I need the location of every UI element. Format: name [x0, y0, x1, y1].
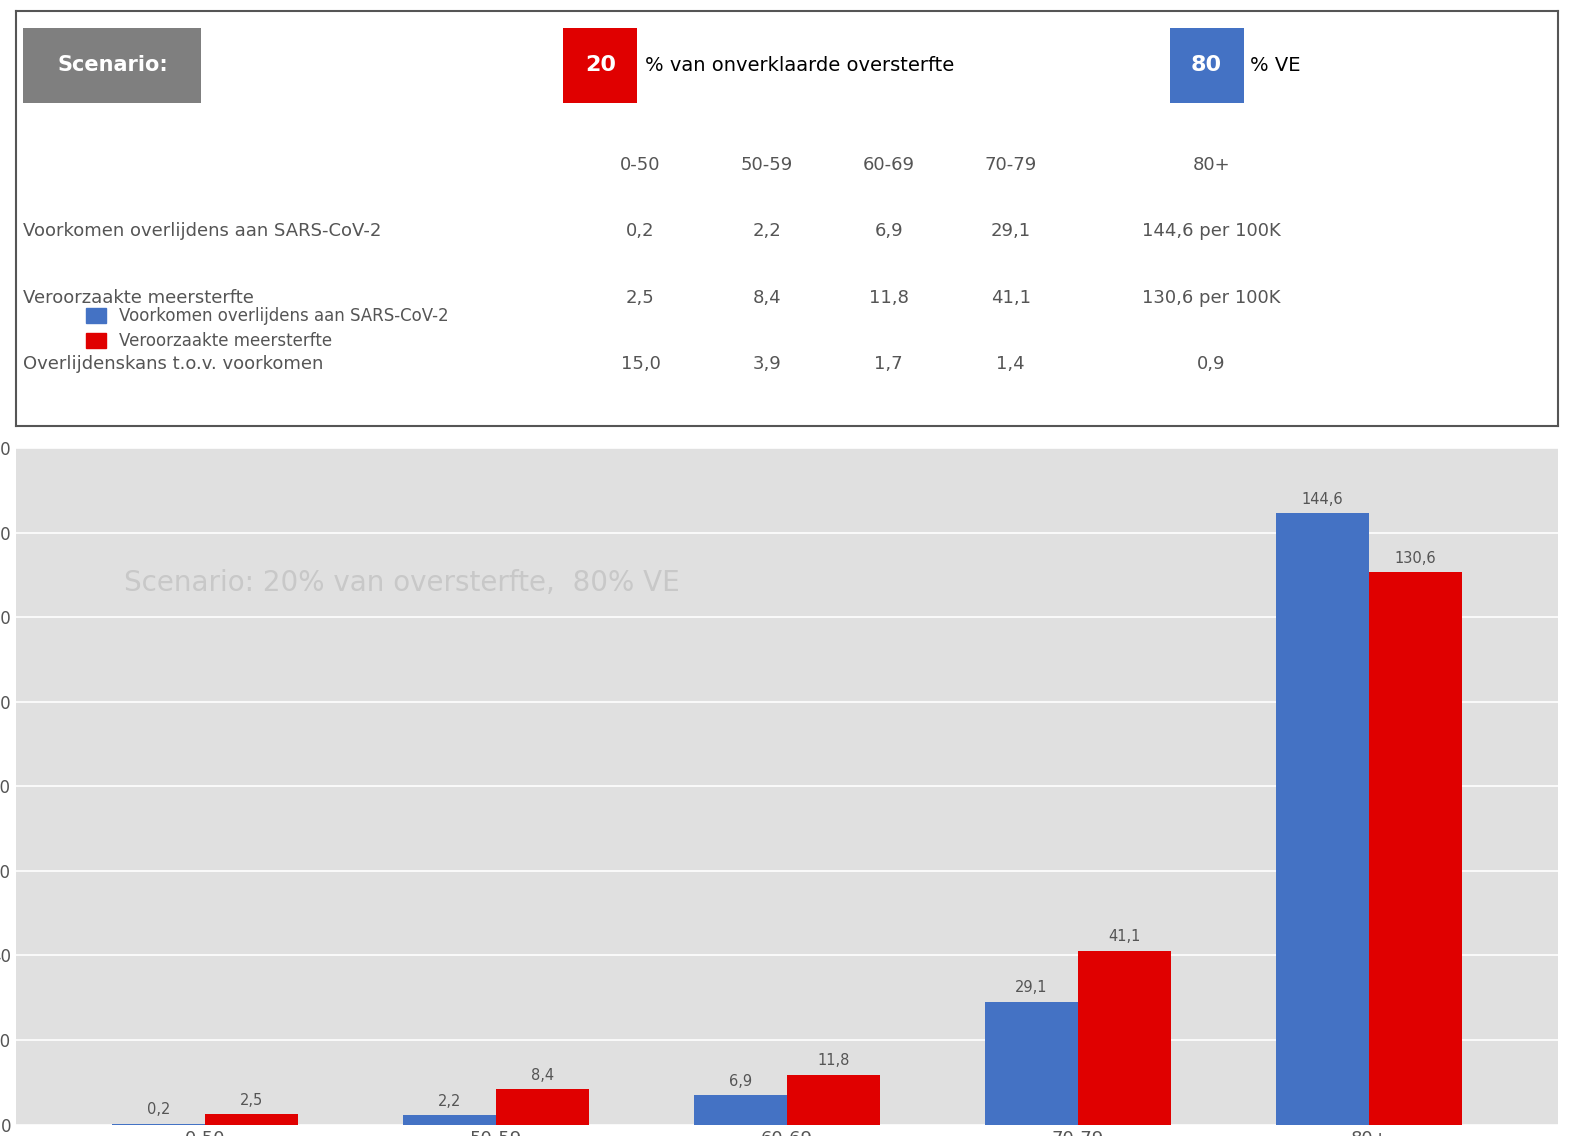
Text: 11,8: 11,8 — [817, 1053, 850, 1068]
Text: 0,2: 0,2 — [626, 223, 655, 240]
Bar — [496, 1089, 589, 1125]
Bar — [1078, 951, 1171, 1125]
Legend: Voorkomen overlijdens aan SARS-CoV-2, Veroorzaakte meersterfte: Voorkomen overlijdens aan SARS-CoV-2, Ve… — [85, 308, 449, 350]
FancyBboxPatch shape — [563, 28, 637, 102]
Text: 8,4: 8,4 — [530, 1068, 554, 1083]
FancyBboxPatch shape — [1169, 28, 1243, 102]
FancyBboxPatch shape — [24, 28, 201, 102]
Text: 6,9: 6,9 — [729, 1075, 752, 1089]
Text: Voorkomen overlijdens aan SARS-CoV-2: Voorkomen overlijdens aan SARS-CoV-2 — [24, 223, 382, 240]
Text: 144,6: 144,6 — [1302, 492, 1343, 507]
Text: 20: 20 — [586, 56, 615, 75]
Text: 11,8: 11,8 — [869, 289, 908, 307]
Text: 1,7: 1,7 — [875, 354, 903, 373]
Bar — [205, 1114, 297, 1125]
Bar — [787, 1075, 880, 1125]
Text: 2,2: 2,2 — [752, 223, 781, 240]
Text: 80: 80 — [1192, 56, 1221, 75]
Bar — [694, 1095, 787, 1125]
Text: 6,9: 6,9 — [875, 223, 903, 240]
Text: 70-79: 70-79 — [985, 156, 1037, 174]
Text: 60-69: 60-69 — [863, 156, 914, 174]
Text: 2,5: 2,5 — [626, 289, 655, 307]
Text: 0,9: 0,9 — [1196, 354, 1226, 373]
Text: % van onverklaarde oversterfte: % van onverklaarde oversterfte — [645, 56, 954, 75]
Text: 2,2: 2,2 — [438, 1094, 461, 1109]
Text: 80+: 80+ — [1193, 156, 1229, 174]
Text: 41,1: 41,1 — [990, 289, 1031, 307]
Text: Scenario: 20% van oversterfte,  80% VE: Scenario: 20% van oversterfte, 80% VE — [124, 569, 680, 598]
Text: 130,6 per 100K: 130,6 per 100K — [1143, 289, 1280, 307]
Text: 3,9: 3,9 — [752, 354, 781, 373]
Text: 0,2: 0,2 — [146, 1102, 170, 1118]
Bar — [403, 1116, 496, 1125]
Text: 8,4: 8,4 — [752, 289, 781, 307]
Text: 29,1: 29,1 — [1015, 980, 1048, 995]
Text: 41,1: 41,1 — [1108, 929, 1141, 944]
Text: 1,4: 1,4 — [996, 354, 1025, 373]
Bar — [1369, 573, 1462, 1125]
Text: Veroorzaakte meersterfte: Veroorzaakte meersterfte — [24, 289, 255, 307]
Text: 50-59: 50-59 — [741, 156, 793, 174]
Text: Scenario:: Scenario: — [58, 56, 168, 75]
Text: 29,1: 29,1 — [990, 223, 1031, 240]
Text: 130,6: 130,6 — [1395, 551, 1437, 566]
Bar — [1277, 513, 1369, 1125]
Text: % VE: % VE — [1250, 56, 1300, 75]
Text: Overlijdenskans t.o.v. voorkomen: Overlijdenskans t.o.v. voorkomen — [24, 354, 324, 373]
Bar — [985, 1002, 1078, 1125]
Text: 144,6 per 100K: 144,6 per 100K — [1141, 223, 1281, 240]
Text: 15,0: 15,0 — [620, 354, 661, 373]
Text: 2,5: 2,5 — [239, 1093, 263, 1108]
Text: 0-50: 0-50 — [620, 156, 661, 174]
